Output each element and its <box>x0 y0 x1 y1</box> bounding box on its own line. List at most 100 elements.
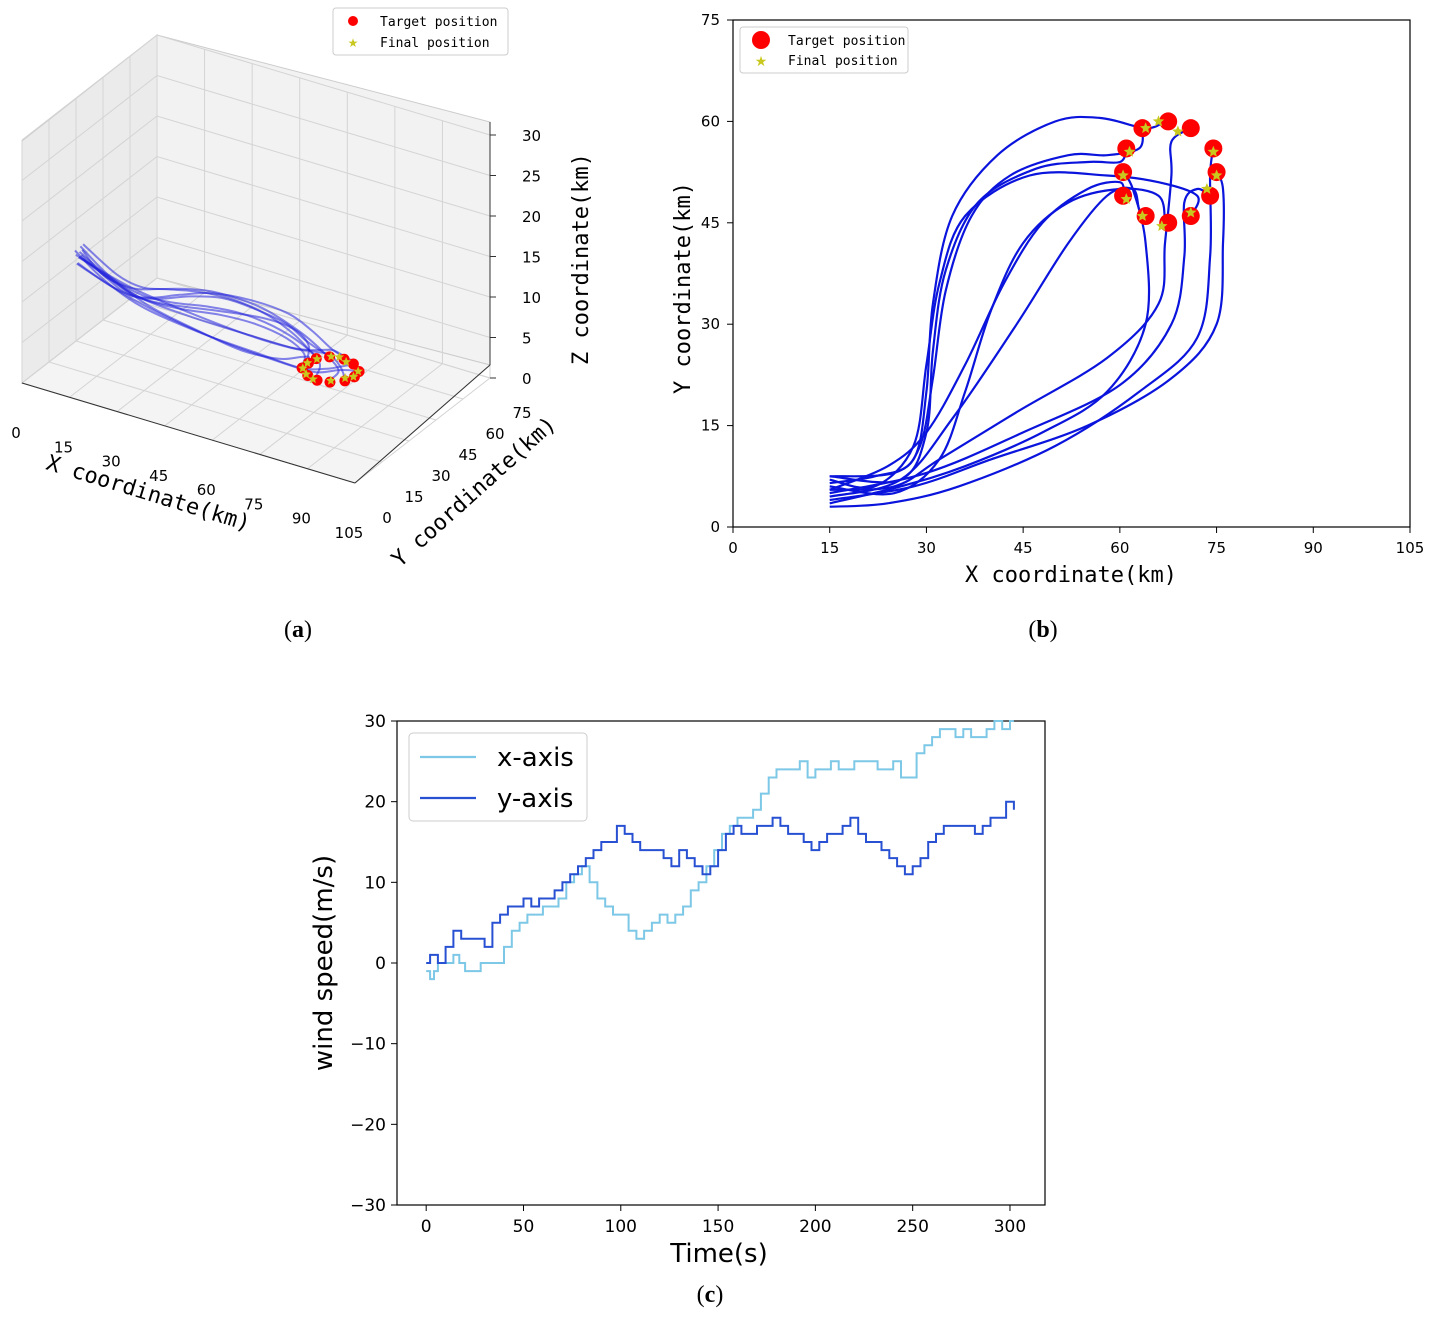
x-axis-label: X coordinate(km) <box>43 451 253 537</box>
x-tick-label: 90 <box>292 510 311 528</box>
x-tick-label: 75 <box>1207 539 1226 557</box>
x-tick-label: 60 <box>197 481 216 499</box>
y-tick-label: 45 <box>458 446 477 464</box>
target-position-3d-3 <box>347 358 359 370</box>
series-line-y-axis <box>426 800 1015 964</box>
trajectory-3d-12 <box>82 243 317 357</box>
final-position-2 <box>1152 115 1165 127</box>
x-tick-label: 60 <box>1110 539 1129 557</box>
final-position-9 <box>1136 210 1149 221</box>
legend-a: Target position ★ Final position <box>332 7 509 56</box>
y-tick-label: 0 <box>710 518 720 536</box>
y-tick-label: 0 <box>382 509 392 527</box>
target-legend-marker <box>752 31 770 49</box>
legend-box <box>739 26 909 74</box>
trajectory-3d-10 <box>78 255 306 366</box>
legend-label-y-axis: y-axis <box>497 784 573 814</box>
y-tick-label: 60 <box>485 425 504 443</box>
final-position-3 <box>1172 125 1184 137</box>
x-tick-label: 15 <box>54 438 73 456</box>
z-tick-label: 20 <box>522 208 541 226</box>
final-position-6 <box>1201 183 1213 194</box>
z-tick-label: 25 <box>522 168 541 186</box>
panel-c-caption: (c) <box>697 1282 724 1308</box>
x-tick-label: 50 <box>513 1217 535 1237</box>
trajectory-line-11 <box>829 171 1151 505</box>
star-icon: ★ <box>755 54 768 70</box>
grid-line-z <box>21 236 491 343</box>
final-position-1 <box>1139 122 1152 133</box>
x-tick-label: 0 <box>11 424 21 442</box>
final-position-5 <box>1210 169 1223 181</box>
z-tick-label: 15 <box>522 249 541 267</box>
tick-labels-b: 0 15 30 45 60 75 90 105 0 15 30 45 60 75 <box>701 11 1424 557</box>
trajectory-line-9 <box>829 186 1147 498</box>
final-position-3d-9 <box>301 369 311 379</box>
y-tick-label: 15 <box>404 488 423 506</box>
final-position-12 <box>1123 145 1136 157</box>
trajectory-3d-6 <box>78 256 346 379</box>
y-tick-label: 0 <box>375 954 386 974</box>
x-tick-label: 105 <box>335 524 364 542</box>
trajectory-3d-11 <box>75 253 311 361</box>
y-tick-label: 75 <box>701 11 720 29</box>
final-position-4 <box>1207 145 1220 157</box>
y-tick-label: 20 <box>364 793 386 813</box>
panel-a-3d-trajectories: 015304560759010501530456075051015202530 … <box>11 7 594 643</box>
y-tick-label: 30 <box>431 467 450 485</box>
trajectory-line-7 <box>829 171 1200 490</box>
final-position-10 <box>1120 193 1132 204</box>
final-position-3d-7 <box>326 375 336 385</box>
trajectory-lines-b <box>829 115 1225 508</box>
plot-frame-b <box>732 19 1411 528</box>
final-position-3d-4 <box>353 366 363 376</box>
panel-b-caption: (b) <box>1028 617 1057 643</box>
final-position-11 <box>1117 169 1129 181</box>
legend-c: x-axis y-axis <box>408 732 588 822</box>
tick-labels-3d: 0 15 30 45 60 75 90 105 0 15 30 45 60 75 0 5 10 15 20 25 30 <box>11 127 541 542</box>
x-tick-label: 30 <box>102 453 121 471</box>
x-tick-label: 105 <box>1396 539 1425 557</box>
final-position-3d-6 <box>340 373 350 383</box>
y-tick-label: 30 <box>364 712 386 732</box>
x-tick-label: 30 <box>917 539 936 557</box>
y-tick-label: 60 <box>701 112 720 130</box>
series-line-x-axis <box>426 720 1014 981</box>
final-position-3d-3 <box>341 357 351 366</box>
final-position-8 <box>1156 220 1168 231</box>
grid-line-z <box>21 196 491 303</box>
y-axis-label-b: Y coordinate(km) <box>671 182 696 394</box>
final-position-7 <box>1185 206 1197 218</box>
x-tick-label: 0 <box>728 539 738 557</box>
final-position-3d-11 <box>302 358 313 367</box>
legend-final-label: Final position <box>380 36 490 51</box>
x-tick-label: 75 <box>244 495 263 513</box>
trajectory-line-5 <box>829 171 1225 502</box>
x-tick-label: 0 <box>421 1217 432 1237</box>
y-tick-label: 30 <box>701 315 720 333</box>
grid-line-z <box>21 115 491 222</box>
x-tick-label: 200 <box>799 1217 831 1237</box>
x-tick-label: 250 <box>896 1217 928 1237</box>
grid-line-z <box>21 74 491 181</box>
position-markers-b <box>1114 112 1226 232</box>
y-tick-label: 15 <box>701 417 720 435</box>
legend-b: Target position ★ Final position <box>739 26 909 74</box>
x-tick-label: 90 <box>1304 539 1323 557</box>
legend-label-x-axis: x-axis <box>497 743 574 773</box>
final-position-3d-12 <box>312 354 322 364</box>
target-position-3 <box>1181 119 1200 138</box>
z-axis-label: Z coordinate(km) <box>569 153 594 365</box>
legend-target-label: Target position <box>380 15 497 30</box>
final-position-3d-8 <box>308 374 318 384</box>
y-tick-label: −10 <box>350 1035 386 1055</box>
panel-b-2d-trajectories: 0 15 30 45 60 75 90 105 0 15 30 45 60 75 X coordinate… <box>671 11 1424 643</box>
y-tick-label: −30 <box>350 1196 386 1216</box>
x-tick-label: 15 <box>820 539 839 557</box>
z-tick-label: 10 <box>522 289 541 307</box>
trajectory-3d-5 <box>76 262 356 375</box>
z-tick-label: 5 <box>522 330 532 348</box>
trajectory-line-8 <box>829 187 1167 496</box>
y-axis-line <box>354 364 491 484</box>
